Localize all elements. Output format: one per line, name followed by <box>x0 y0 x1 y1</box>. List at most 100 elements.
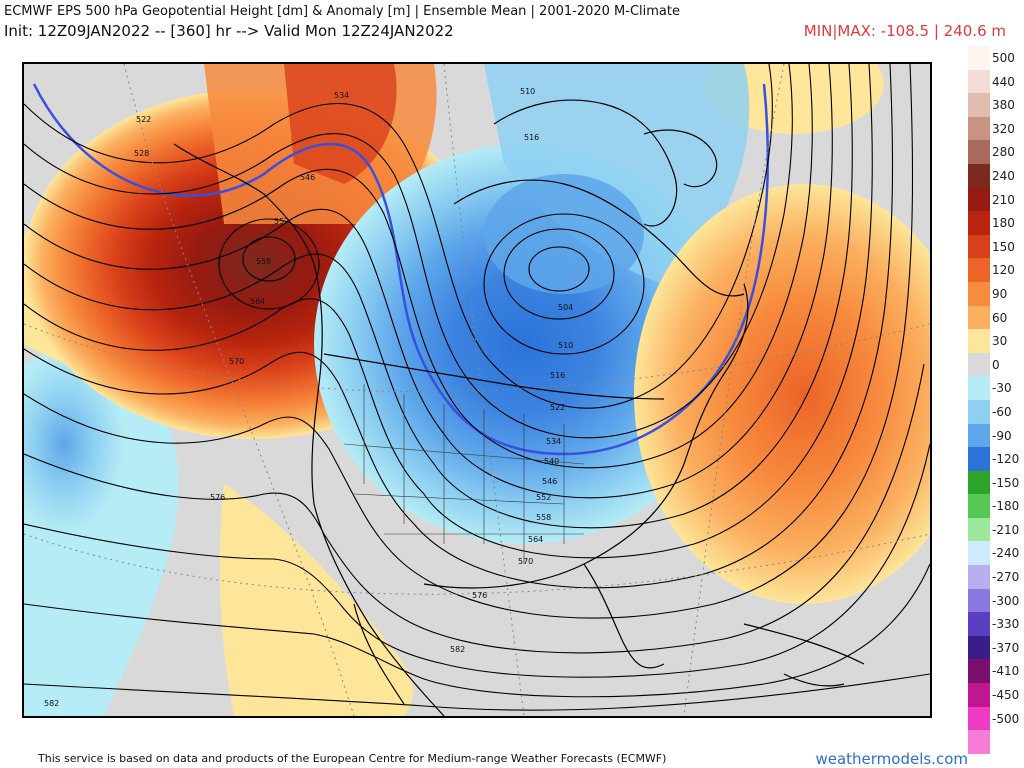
legend-swatch <box>968 565 990 589</box>
contour-label: 516 <box>550 371 565 380</box>
contour-label: 510 <box>520 87 535 96</box>
legend-row: 210 <box>968 187 1020 212</box>
contour-label: 504 <box>558 303 573 312</box>
contour-label: 546 <box>542 477 557 486</box>
legend-row: -300 <box>968 588 1020 613</box>
legend-swatch <box>968 116 990 141</box>
legend-label: 280 <box>992 145 1015 160</box>
legend-label: -370 <box>992 640 1020 655</box>
contour-label: 582 <box>450 645 465 654</box>
legend-swatch <box>968 494 990 518</box>
legend-swatch <box>968 706 990 731</box>
legend-row: 30 <box>968 329 1020 353</box>
legend-row: -30 <box>968 376 1020 400</box>
legend-row: -270 <box>968 565 1020 589</box>
legend-label: -500 <box>992 711 1020 726</box>
legend-label: -330 <box>992 617 1020 632</box>
legend-label: -270 <box>992 570 1020 585</box>
weather-map: 534 522 528 546 552 558 564 570 576 582 … <box>22 62 932 718</box>
legend-swatch <box>968 187 990 212</box>
legend-label: 30 <box>992 334 1008 349</box>
legend-swatch <box>968 163 990 188</box>
legend-row: -150 <box>968 470 1020 495</box>
contour-label: 570 <box>518 557 533 566</box>
legend-swatch <box>968 541 990 566</box>
legend-label: -30 <box>992 381 1012 396</box>
legend-row: -500 <box>968 706 1020 731</box>
brand-link[interactable]: weathermodels.com <box>815 750 968 768</box>
legend-swatch <box>968 234 990 259</box>
legend-row: -240 <box>968 541 1020 566</box>
min-max-readout: MIN|MAX: -108.5 | 240.6 m <box>803 22 1006 40</box>
legend-label: -60 <box>992 404 1012 419</box>
legend-swatch <box>968 211 990 235</box>
contour-label: 570 <box>229 357 244 366</box>
legend-label: 500 <box>992 51 1015 65</box>
legend-label: -450 <box>992 688 1020 703</box>
legend-row: -120 <box>968 447 1020 471</box>
contour-label: 516 <box>524 133 539 142</box>
legend-row: 320 <box>968 116 1020 141</box>
legend-row: 380 <box>968 93 1020 117</box>
legend-label: -180 <box>992 499 1020 514</box>
legend-row: -90 <box>968 423 1020 448</box>
legend-swatch <box>968 470 990 495</box>
legend-swatch <box>968 447 990 471</box>
legend-swatch <box>968 305 990 330</box>
legend-label: 0 <box>992 357 1000 372</box>
legend-swatch <box>968 517 990 542</box>
legend-label: -240 <box>992 546 1020 561</box>
legend-row: 120 <box>968 258 1020 282</box>
contour-label: 552 <box>274 217 289 226</box>
contour-label: 558 <box>256 257 271 266</box>
legend-swatch <box>968 258 990 282</box>
legend-label: 150 <box>992 239 1015 254</box>
contour-label: 534 <box>546 437 561 446</box>
legend-row: -410 <box>968 659 1020 684</box>
contour-label: 540 <box>544 457 559 466</box>
legend-swatch <box>968 423 990 448</box>
legend-swatch <box>968 69 990 94</box>
map-canvas: 534 522 528 546 552 558 564 570 576 582 … <box>24 64 930 716</box>
legend-swatch <box>968 376 990 400</box>
legend-row: 240 <box>968 163 1020 188</box>
legend-row: 180 <box>968 211 1020 235</box>
anomaly-color-legend: 500 440 380 320 280 240 210 180 150 120 90 60 30 0 -30… <box>968 46 1020 754</box>
legend-swatch <box>968 93 990 117</box>
legend-swatch <box>968 46 990 70</box>
legend-row: -210 <box>968 517 1020 542</box>
contour-label: 582 <box>44 699 59 708</box>
contour-label: 558 <box>536 513 551 522</box>
legend-label: 120 <box>992 263 1015 278</box>
contour-label: 522 <box>550 403 565 412</box>
ecmwf-credit: This service is based on data and produc… <box>38 752 667 765</box>
legend-row: 60 <box>968 305 1020 330</box>
legend-swatch <box>968 612 990 636</box>
legend-label: 180 <box>992 216 1015 231</box>
contour-label: 564 <box>528 535 543 544</box>
legend-swatch <box>968 730 990 754</box>
contour-label: 576 <box>210 493 225 502</box>
legend-row: -60 <box>968 399 1020 424</box>
legend-swatch <box>968 140 990 164</box>
legend-swatch <box>968 329 990 353</box>
legend-row: -370 <box>968 635 1020 660</box>
legend-swatch <box>968 399 990 424</box>
legend-label: -150 <box>992 475 1020 490</box>
map-title: ECMWF EPS 500 hPa Geopotential Height [d… <box>4 4 680 19</box>
contour-label: 528 <box>134 149 149 158</box>
legend-swatch <box>968 683 990 707</box>
legend-label: 320 <box>992 121 1015 136</box>
legend-row: 150 <box>968 234 1020 259</box>
contour-label: 534 <box>334 91 349 100</box>
legend-label: -210 <box>992 522 1020 537</box>
init-valid-line: Init: 12Z09JAN2022 -- [360] hr --> Valid… <box>4 22 454 40</box>
legend-label: 440 <box>992 74 1015 89</box>
legend-row: 500 <box>968 46 1020 70</box>
legend-label: -120 <box>992 452 1020 467</box>
legend-label: 380 <box>992 98 1015 113</box>
legend-label: 240 <box>992 168 1015 183</box>
legend-label: -410 <box>992 664 1020 679</box>
legend-label: -300 <box>992 593 1020 608</box>
legend-swatch <box>968 588 990 613</box>
